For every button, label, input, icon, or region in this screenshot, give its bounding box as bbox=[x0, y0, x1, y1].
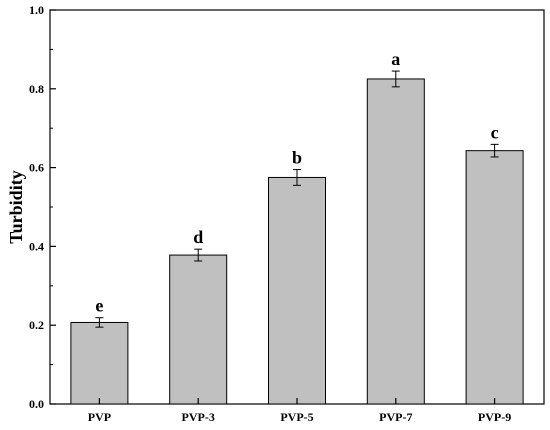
error-bar bbox=[391, 70, 400, 88]
y-tick-label: 0.6 bbox=[29, 161, 44, 175]
significance-letter: a bbox=[391, 49, 400, 69]
significance-letters-group: e d b a c bbox=[95, 49, 498, 316]
x-tick-label: PVP-9 bbox=[478, 410, 511, 424]
y-tick-label: 0.4 bbox=[29, 239, 44, 253]
y-tick-label: 1.0 bbox=[29, 3, 44, 17]
x-axis: PVP PVP-3 PVP-5 PVP-7 PVP-9 bbox=[88, 398, 511, 424]
bar-pvp-5 bbox=[268, 176, 326, 405]
y-tick-label: 0.0 bbox=[29, 397, 44, 411]
significance-letter: e bbox=[95, 296, 103, 316]
bars-group bbox=[70, 78, 524, 405]
y-tick-label: 0.2 bbox=[29, 318, 44, 332]
bar-pvp-3 bbox=[169, 254, 228, 405]
significance-letter: d bbox=[193, 227, 203, 247]
x-tick-label: PVP-3 bbox=[182, 410, 215, 424]
x-tick-label: PVP-5 bbox=[280, 410, 313, 424]
significance-letter: c bbox=[491, 122, 499, 142]
error-bar bbox=[293, 169, 301, 186]
y-axis: 0.0 0.2 0.4 0.6 0.8 1.0 bbox=[29, 3, 56, 411]
error-bar bbox=[194, 248, 203, 262]
bar-pvp-7 bbox=[366, 78, 425, 405]
x-tick-label: PVP-7 bbox=[379, 410, 412, 424]
error-bar bbox=[490, 143, 499, 158]
bar-pvp bbox=[70, 321, 129, 405]
bar-pvp-9 bbox=[465, 150, 524, 405]
y-axis-label: Turbidity bbox=[6, 170, 26, 243]
x-tick-label: PVP bbox=[88, 410, 111, 424]
error-bar bbox=[95, 317, 104, 328]
y-tick-label: 0.8 bbox=[29, 82, 44, 96]
error-bars-group bbox=[95, 70, 499, 328]
significance-letter: b bbox=[292, 148, 302, 168]
